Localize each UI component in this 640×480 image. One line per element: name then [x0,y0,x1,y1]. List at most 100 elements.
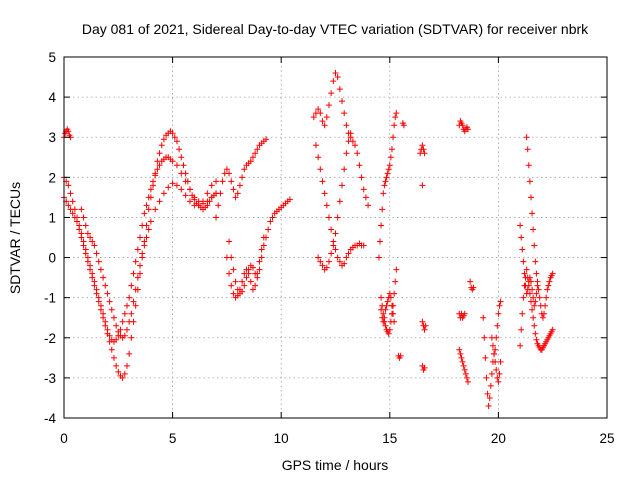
data-point [249,286,256,293]
data-point [93,286,100,293]
data-point [215,202,222,209]
data-point [328,90,335,97]
data-point [380,190,387,197]
data-point [230,266,237,273]
data-point [328,226,335,233]
y-axis-label: SDTVAR / TECUs [7,182,23,294]
series-sat-m [378,290,398,325]
data-point [321,190,328,197]
data-point [488,334,495,341]
data-point [178,154,185,161]
data-point [265,226,272,233]
series-sat-v [456,346,471,385]
data-point [358,174,365,181]
data-point [519,246,526,253]
x-axis-label: GPS time / hours [282,457,389,473]
series-sat-o [399,120,407,129]
data-point [339,98,346,105]
data-point [531,242,538,249]
series-sat-w [467,278,477,293]
data-point [243,266,250,273]
data-point [332,230,339,237]
data-point [385,330,392,337]
data-point [87,262,94,269]
data-point [267,218,274,225]
data-point [100,274,107,281]
series-sat-y [488,334,504,385]
data-point [519,310,526,317]
data-point [126,294,133,301]
data-point [345,250,352,257]
data-point [533,290,540,297]
data-point [315,106,322,113]
data-point [332,246,339,253]
data-point [529,286,536,293]
y-tick-label: -4 [44,411,56,426]
series-sat-a [61,128,220,381]
data-point [191,194,198,201]
data-point [69,210,76,217]
data-point [254,146,261,153]
data-point [354,150,361,157]
data-point [328,250,335,257]
data-point [69,198,76,205]
data-point [169,158,176,165]
data-point [256,258,263,265]
data-point [382,322,389,329]
data-point [119,318,126,325]
data-point [147,218,154,225]
data-point [67,190,74,197]
data-point [102,318,109,325]
data-point [234,292,241,299]
data-point [121,370,128,377]
data-point [106,298,113,305]
data-point [315,254,322,261]
data-point [134,246,141,253]
data-point [186,186,193,193]
data-point [239,174,246,181]
data-point [365,202,372,209]
data-point [226,170,233,177]
data-point [381,182,388,189]
data-point [343,122,350,129]
data-point [156,150,163,157]
x-tick-label: 0 [60,431,68,446]
data-point [74,214,81,221]
data-point [243,274,250,281]
data-point [260,242,267,249]
data-point [217,190,224,197]
data-point [241,282,248,289]
data-point [232,194,239,201]
data-point [236,286,243,293]
data-point [156,162,163,169]
x-tick-label: 5 [169,431,177,446]
data-point [330,242,337,249]
data-point [392,114,399,121]
chart-title: Day 081 of 2021, Sidereal Day-to-day VTE… [82,21,589,37]
data-point [152,206,159,213]
data-point [388,146,395,153]
data-point [482,354,489,361]
data-point [390,134,397,141]
data-point [223,166,230,173]
data-point [518,326,525,333]
data-point [213,178,220,185]
data-point [152,172,159,179]
data-point [467,278,474,285]
data-point [494,374,501,381]
data-point [123,362,130,369]
data-point [518,234,525,241]
data-point [339,182,346,189]
data-point [382,306,389,313]
data-point [488,370,495,377]
series-sat-k [375,110,400,261]
data-point [460,362,467,369]
data-point [121,310,128,317]
y-tick-label: 1 [48,210,56,225]
data-point [532,330,539,337]
data-point [228,178,235,185]
series-sat-aa [523,134,556,321]
data-point [269,214,276,221]
x-tick-label: 15 [382,431,397,446]
data-point [137,234,144,241]
